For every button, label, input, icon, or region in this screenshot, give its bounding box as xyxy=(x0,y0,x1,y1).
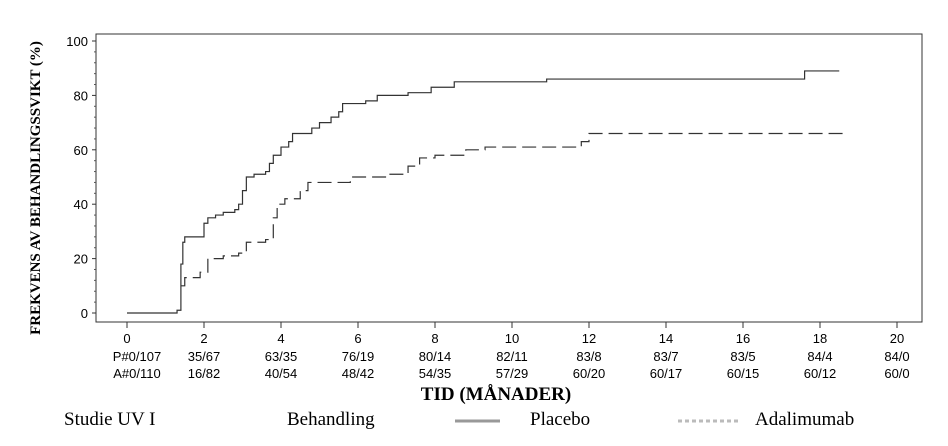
risk-table-adalimumab-cell: 60/0 xyxy=(884,366,909,381)
plot-frame xyxy=(95,33,923,323)
x-tick-label: 0 xyxy=(123,331,130,346)
x-tick-label: 10 xyxy=(505,331,519,346)
y-tick-label: 60 xyxy=(74,143,88,158)
legend-adalimumab-label: Adalimumab xyxy=(755,409,854,430)
y-tick-label: 40 xyxy=(74,197,88,212)
risk-table-placebo-cell: 80/14 xyxy=(419,349,452,364)
y-tick-label: 80 xyxy=(74,88,88,103)
y-tick-label: 100 xyxy=(66,34,88,49)
risk-table-placebo-cell: 84/0 xyxy=(884,349,909,364)
risk-table-adalimumab-cell: 60/12 xyxy=(804,366,837,381)
risk-table-placebo-cell: 35/67 xyxy=(188,349,221,364)
x-tick-label: 20 xyxy=(890,331,904,346)
risk-table-placebo-cell: 84/4 xyxy=(807,349,832,364)
risk-table-adalimumab-cell: 54/35 xyxy=(419,366,452,381)
y-axis-label: FREKVENS AV BEHANDLINGSSVIKT (%) xyxy=(28,41,44,335)
x-tick-label: 8 xyxy=(431,331,438,346)
risk-table-placebo-cell: 83/5 xyxy=(730,349,755,364)
y-tick-label: 0 xyxy=(81,306,88,321)
risk-table-placebo-cell: 76/19 xyxy=(342,349,375,364)
risk-table-adalimumab-cell: 40/54 xyxy=(265,366,298,381)
risk-table-placebo-cell: P#0/107 xyxy=(113,349,161,364)
risk-table-placebo-cell: 63/35 xyxy=(265,349,298,364)
x-tick-label: 14 xyxy=(659,331,673,346)
x-tick-label: 16 xyxy=(736,331,750,346)
risk-table-adalimumab-cell: 48/42 xyxy=(342,366,375,381)
y-tick-label: 20 xyxy=(74,252,88,267)
x-tick-label: 12 xyxy=(582,331,596,346)
legend-heading: Behandling xyxy=(287,409,375,430)
legend-study: Studie UV I xyxy=(64,409,155,430)
risk-table-adalimumab-cell: A#0/110 xyxy=(113,366,160,381)
x-axis-label: TID (MÅNADER) xyxy=(421,384,571,405)
x-tick-label: 2 xyxy=(200,331,207,346)
x-tick-label: 4 xyxy=(277,331,284,346)
risk-table-adalimumab-cell: 60/15 xyxy=(727,366,760,381)
risk-table-placebo-cell: 83/8 xyxy=(576,349,601,364)
risk-table-placebo-cell: 83/7 xyxy=(653,349,678,364)
risk-table-adalimumab-cell: 16/82 xyxy=(188,366,221,381)
x-tick-label: 18 xyxy=(813,331,827,346)
risk-table-adalimumab-cell: 60/17 xyxy=(650,366,683,381)
risk-table-adalimumab-cell: 60/20 xyxy=(573,366,606,381)
risk-table-adalimumab-cell: 57/29 xyxy=(496,366,529,381)
series-line-placebo xyxy=(127,70,840,314)
risk-table-placebo-cell: 82/11 xyxy=(496,349,528,364)
x-tick-label: 6 xyxy=(354,331,361,346)
legend-placebo-label: Placebo xyxy=(530,409,590,430)
series-line-adalimumab xyxy=(180,132,847,287)
